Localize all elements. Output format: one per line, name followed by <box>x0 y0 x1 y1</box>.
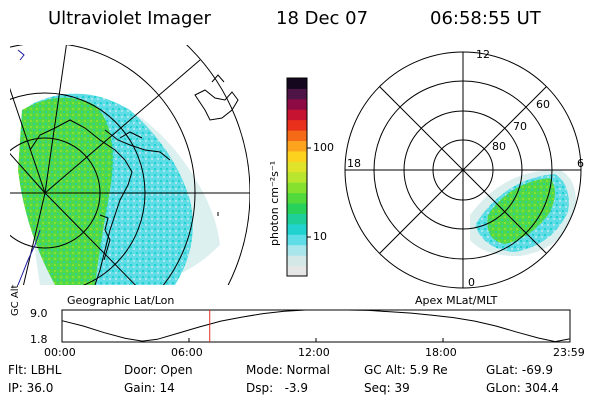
colorbar-cell <box>287 171 307 183</box>
right-panel-caption: Apex MLat/MLT <box>415 294 498 307</box>
colorbar-cell <box>287 182 307 194</box>
colorbar <box>286 77 311 277</box>
colorbar-cell <box>287 244 307 256</box>
coastline-antarctica <box>29 119 133 285</box>
info-gain: Gain: 14 <box>124 381 175 395</box>
alt-xtick-6: 06:00 <box>171 346 203 359</box>
alt-ytick-top: 9.0 <box>30 307 48 320</box>
meridian-6 <box>10 152 46 194</box>
alt-xtick-0: 00:00 <box>44 346 76 359</box>
colorbar-cell <box>287 255 307 267</box>
info-dsp: Dsp: -3.9 <box>246 381 309 395</box>
colorbar-cell <box>287 130 307 142</box>
aurora-core-right <box>487 178 555 244</box>
left-panel-caption: Geographic Lat/Lon <box>67 294 175 307</box>
colorbar-cell <box>287 119 307 131</box>
info-filter: Flt: LBHL <box>8 363 62 377</box>
coastline-minor <box>99 214 111 261</box>
aurora-core-left <box>18 97 113 285</box>
alt-x-ticks <box>61 338 571 342</box>
meridian-5 <box>22 192 46 285</box>
colorbar-cell <box>287 223 307 235</box>
mlt-label-dusk: 18 <box>347 157 361 170</box>
mlat-label-60: 60 <box>536 98 550 111</box>
info-glon: GLon: 304.4 <box>486 381 559 395</box>
colorbar-cell <box>287 109 307 121</box>
colorbar-cell <box>287 265 307 277</box>
info-glat: GLat: -69.9 <box>486 363 553 377</box>
colorbar-cell <box>287 161 307 173</box>
alt-trace-line <box>61 309 570 343</box>
mlt-diag-2 <box>379 86 547 254</box>
coastline-peninsula <box>104 129 171 161</box>
meridian-4 <box>44 192 136 285</box>
mlt-label-noon: 12 <box>476 48 490 61</box>
time-label: 06:58:55 UT <box>430 8 541 29</box>
colorbar-cell <box>287 213 307 225</box>
instrument-title: Ultraviolet Imager <box>48 8 211 29</box>
alt-ylabel: GC Alt <box>10 284 21 316</box>
info-gc-alt: GC Alt: 5.9 Re <box>364 363 448 377</box>
info-ip: IP: 36.0 <box>8 381 54 395</box>
alt-xtick-end: 23:59 <box>553 346 585 359</box>
colorbar-cell <box>287 140 307 152</box>
colorbar-cell <box>287 192 307 204</box>
mlat-label-80: 80 <box>492 140 506 153</box>
alt-xtick-12: 12:00 <box>298 346 330 359</box>
meridian-1 <box>10 87 46 194</box>
date-label: 18 Dec 07 <box>276 8 369 29</box>
colorbar-frame <box>286 77 308 277</box>
colorbar-cell <box>287 234 307 246</box>
mlt-label-dawn: 6 <box>577 157 584 170</box>
mlt-label-midnight: 0 <box>468 276 475 289</box>
colorbar-tick-10: 10 <box>313 230 327 243</box>
mlat-label-70: 70 <box>513 120 527 133</box>
colorbar-units: photon cm⁻²s⁻¹ <box>268 160 281 246</box>
polar-map <box>344 51 582 289</box>
colorbar-cell <box>287 78 307 89</box>
alt-xtick-18: 18:00 <box>425 346 457 359</box>
geographic-map <box>10 45 250 285</box>
alt-ytick-bottom: 1.8 <box>30 333 48 346</box>
info-mode: Mode: Normal <box>246 363 330 377</box>
coastline-south-america <box>194 74 239 121</box>
gc-alt-plot <box>61 309 571 343</box>
colorbar-cell <box>287 203 307 214</box>
colorbar-cell <box>287 88 307 100</box>
colorbar-tick-100: 100 <box>313 141 334 154</box>
info-seq: Seq: 39 <box>364 381 410 395</box>
meridian-3 <box>44 59 201 194</box>
meridian-2 <box>44 45 67 194</box>
colorbar-cell <box>287 150 307 162</box>
coastline-west <box>17 49 41 285</box>
info-door: Door: Open <box>124 363 193 377</box>
colorbar-cell <box>287 98 307 110</box>
